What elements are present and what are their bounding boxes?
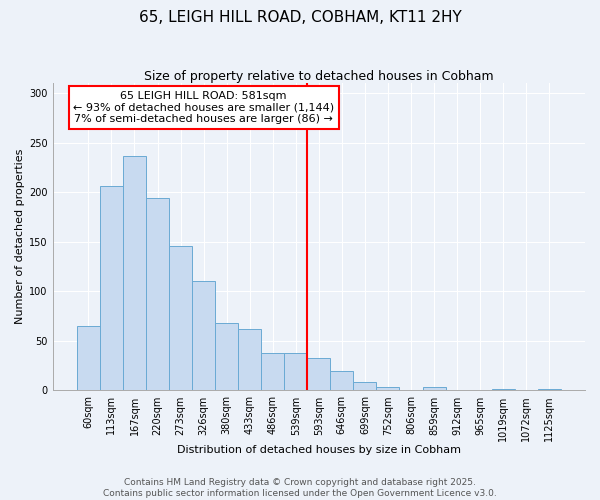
Bar bbox=[77, 326, 100, 390]
Bar bbox=[331, 370, 353, 390]
Bar bbox=[123, 156, 146, 390]
Bar bbox=[169, 246, 192, 390]
Bar bbox=[192, 282, 215, 391]
Bar bbox=[353, 382, 376, 390]
Text: 65 LEIGH HILL ROAD: 581sqm
← 93% of detached houses are smaller (1,144)
7% of se: 65 LEIGH HILL ROAD: 581sqm ← 93% of deta… bbox=[73, 91, 334, 124]
Bar bbox=[422, 388, 446, 390]
Bar bbox=[376, 386, 400, 390]
Text: Contains HM Land Registry data © Crown copyright and database right 2025.
Contai: Contains HM Land Registry data © Crown c… bbox=[103, 478, 497, 498]
Bar bbox=[284, 353, 307, 391]
X-axis label: Distribution of detached houses by size in Cobham: Distribution of detached houses by size … bbox=[177, 445, 461, 455]
Bar bbox=[238, 329, 261, 390]
Y-axis label: Number of detached properties: Number of detached properties bbox=[15, 149, 25, 324]
Bar bbox=[215, 323, 238, 390]
Text: 65, LEIGH HILL ROAD, COBHAM, KT11 2HY: 65, LEIGH HILL ROAD, COBHAM, KT11 2HY bbox=[139, 10, 461, 25]
Bar bbox=[146, 198, 169, 390]
Bar bbox=[261, 353, 284, 391]
Bar bbox=[307, 358, 331, 390]
Bar bbox=[100, 186, 123, 390]
Title: Size of property relative to detached houses in Cobham: Size of property relative to detached ho… bbox=[144, 70, 494, 83]
